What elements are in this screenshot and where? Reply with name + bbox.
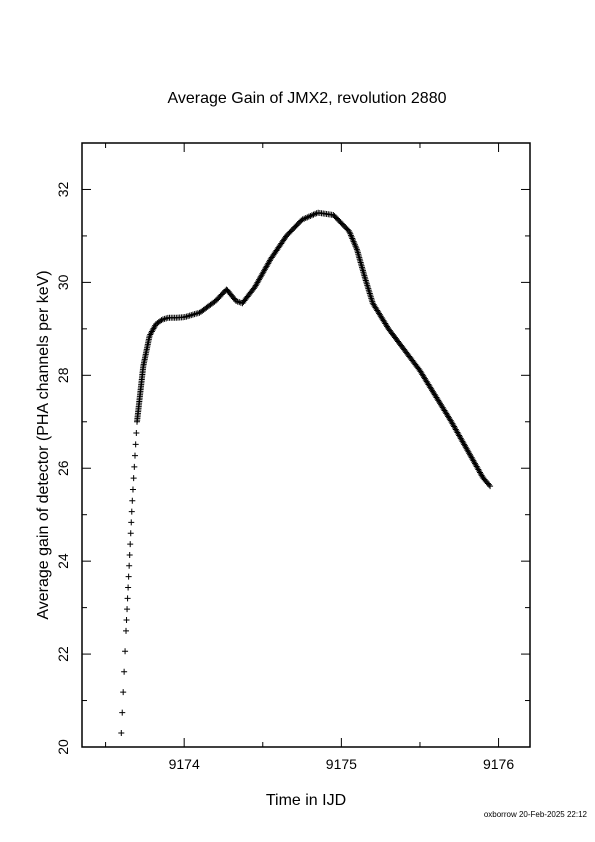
axis-tick-labels: 9174 9175 9176 20 22 24 26 28 30 32 xyxy=(55,181,514,772)
y-tick-label: 20 xyxy=(55,739,71,755)
x-axis-label: Time in IJD xyxy=(266,792,346,809)
data-point-marker xyxy=(123,617,130,624)
y-tick-label: 26 xyxy=(55,460,71,476)
data-point-marker xyxy=(122,648,129,655)
chart-title: Average Gain of JMX2, revolution 2880 xyxy=(168,90,447,107)
data-point-marker xyxy=(119,709,126,716)
data-point-marker xyxy=(128,508,135,515)
x-tick-label: 9175 xyxy=(326,756,357,772)
data-point-marker xyxy=(120,689,127,696)
axis-ticks xyxy=(82,142,530,748)
data-point-marker xyxy=(127,530,134,537)
data-series xyxy=(118,209,494,737)
data-point-marker xyxy=(129,497,136,504)
y-tick-label: 24 xyxy=(55,553,71,569)
y-tick-label: 30 xyxy=(55,274,71,290)
data-point-marker xyxy=(130,475,137,482)
data-point-marker xyxy=(125,573,132,580)
data-point-marker xyxy=(158,317,165,324)
data-point-marker xyxy=(128,519,135,526)
data-point-marker xyxy=(118,730,125,737)
x-tick-label: 9176 xyxy=(483,756,514,772)
data-point-marker xyxy=(132,441,139,448)
data-point-marker xyxy=(487,483,494,490)
data-point-marker xyxy=(124,595,131,602)
y-tick-label: 28 xyxy=(55,367,71,383)
data-point-marker xyxy=(131,452,138,459)
y-tick-label: 22 xyxy=(55,646,71,662)
footer-timestamp: oxborrow 20-Feb-2025 22:12 xyxy=(484,810,588,819)
data-point-marker xyxy=(133,430,140,437)
data-point-marker xyxy=(123,627,130,634)
data-point-marker xyxy=(124,606,131,613)
data-point-marker xyxy=(131,463,138,470)
data-point-marker xyxy=(126,551,133,558)
y-tick-label: 32 xyxy=(55,181,71,197)
data-point-marker xyxy=(121,668,128,675)
x-tick-label: 9174 xyxy=(169,756,200,772)
y-axis-label: Average gain of detector (PHA channels p… xyxy=(35,270,52,619)
data-point-marker xyxy=(126,562,133,569)
data-point-marker xyxy=(129,486,136,493)
data-point-marker xyxy=(125,584,132,591)
plot-frame xyxy=(81,142,531,748)
data-point-marker xyxy=(485,481,492,488)
data-point-marker xyxy=(127,541,134,548)
